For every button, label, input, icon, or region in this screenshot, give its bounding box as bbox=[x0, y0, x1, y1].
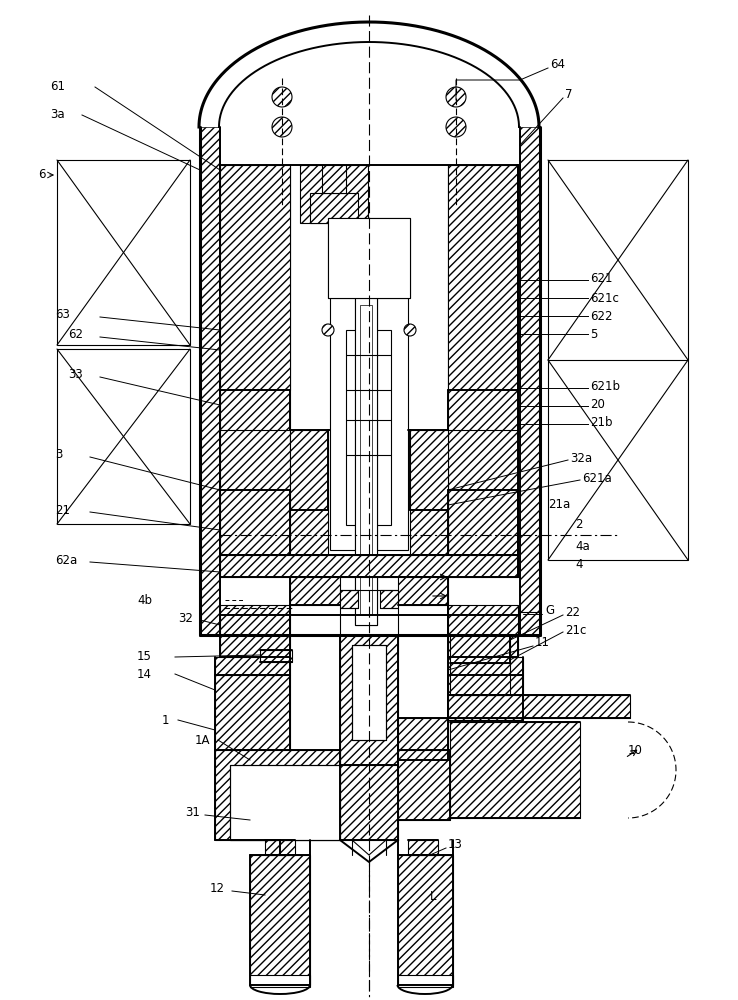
Bar bbox=[352, 645, 386, 740]
Bar bbox=[220, 605, 290, 635]
Circle shape bbox=[322, 324, 334, 336]
Bar bbox=[346, 330, 391, 525]
Bar bbox=[220, 635, 290, 657]
Bar bbox=[290, 430, 328, 555]
Bar bbox=[265, 840, 295, 855]
Text: 621a: 621a bbox=[582, 472, 612, 485]
Circle shape bbox=[272, 117, 292, 137]
Text: 1: 1 bbox=[162, 714, 170, 726]
Text: 3a: 3a bbox=[50, 108, 65, 121]
Bar bbox=[450, 635, 510, 663]
Bar bbox=[200, 127, 220, 635]
Text: 13: 13 bbox=[448, 838, 463, 852]
Bar bbox=[450, 663, 510, 695]
Bar bbox=[360, 305, 372, 615]
Text: 621c: 621c bbox=[590, 292, 619, 304]
Text: 621b: 621b bbox=[590, 379, 620, 392]
Text: 21: 21 bbox=[55, 504, 70, 516]
Bar bbox=[215, 675, 290, 750]
Text: 31: 31 bbox=[185, 806, 200, 818]
Bar bbox=[448, 675, 523, 720]
Text: 22: 22 bbox=[565, 605, 580, 618]
Text: 6: 6 bbox=[38, 168, 46, 182]
Bar bbox=[220, 555, 518, 577]
Bar bbox=[310, 193, 358, 223]
Bar bbox=[355, 295, 377, 625]
Text: 15: 15 bbox=[137, 650, 152, 664]
Bar bbox=[398, 577, 448, 605]
Bar bbox=[322, 165, 346, 193]
Bar bbox=[250, 975, 310, 987]
Bar bbox=[448, 695, 630, 718]
Bar bbox=[220, 165, 290, 390]
Text: 4b: 4b bbox=[137, 593, 152, 606]
Bar bbox=[520, 127, 540, 635]
Text: 21b: 21b bbox=[590, 416, 613, 428]
Text: 21c: 21c bbox=[565, 624, 587, 637]
Bar bbox=[57, 160, 190, 345]
Bar bbox=[215, 657, 290, 675]
Text: 63: 63 bbox=[55, 308, 70, 322]
Bar bbox=[398, 975, 453, 987]
Bar bbox=[340, 635, 398, 765]
Bar bbox=[300, 165, 368, 223]
Text: 1A: 1A bbox=[195, 734, 210, 746]
Bar bbox=[448, 165, 518, 555]
Circle shape bbox=[446, 87, 466, 107]
Bar bbox=[220, 165, 290, 555]
Text: 32: 32 bbox=[178, 611, 193, 624]
Text: 4a: 4a bbox=[575, 540, 590, 552]
Bar bbox=[328, 218, 410, 298]
Text: 64: 64 bbox=[550, 58, 565, 72]
Text: 621: 621 bbox=[590, 271, 613, 284]
Bar bbox=[290, 577, 340, 605]
Bar bbox=[215, 750, 340, 840]
Bar bbox=[410, 430, 448, 555]
Text: 4: 4 bbox=[575, 558, 582, 570]
Text: 32a: 32a bbox=[570, 452, 592, 464]
Text: 11: 11 bbox=[535, 637, 550, 650]
Text: 20: 20 bbox=[590, 397, 605, 410]
Text: 33: 33 bbox=[68, 368, 83, 381]
Text: 10: 10 bbox=[628, 744, 643, 756]
Bar bbox=[260, 650, 292, 662]
Circle shape bbox=[446, 117, 466, 137]
Circle shape bbox=[272, 87, 292, 107]
Text: 14: 14 bbox=[137, 668, 152, 680]
Bar bbox=[448, 605, 518, 635]
Bar bbox=[450, 722, 580, 818]
Text: 3: 3 bbox=[55, 448, 63, 462]
Bar bbox=[230, 765, 340, 840]
Text: 61: 61 bbox=[50, 81, 65, 94]
Bar bbox=[340, 765, 398, 840]
Bar bbox=[408, 840, 438, 855]
Bar bbox=[380, 590, 398, 608]
Bar bbox=[330, 295, 408, 550]
Text: 62: 62 bbox=[68, 328, 83, 342]
Circle shape bbox=[404, 324, 416, 336]
Text: 2: 2 bbox=[575, 518, 582, 530]
Text: L: L bbox=[430, 890, 436, 904]
Bar bbox=[448, 657, 523, 675]
Text: G: G bbox=[545, 603, 554, 616]
Text: 12: 12 bbox=[210, 882, 225, 894]
Bar bbox=[340, 590, 358, 608]
Text: 5: 5 bbox=[590, 328, 597, 340]
Bar bbox=[355, 295, 377, 625]
Bar bbox=[448, 635, 518, 657]
Text: 62a: 62a bbox=[55, 554, 77, 566]
Bar bbox=[250, 855, 310, 985]
Bar bbox=[398, 718, 448, 760]
Text: 622: 622 bbox=[590, 310, 613, 322]
Text: 21a: 21a bbox=[548, 497, 570, 510]
Text: 7: 7 bbox=[565, 89, 573, 102]
Bar bbox=[398, 855, 453, 985]
Bar bbox=[548, 160, 688, 560]
Bar bbox=[448, 165, 518, 390]
Bar bbox=[57, 349, 190, 524]
Bar bbox=[328, 218, 410, 298]
Bar bbox=[398, 750, 450, 820]
